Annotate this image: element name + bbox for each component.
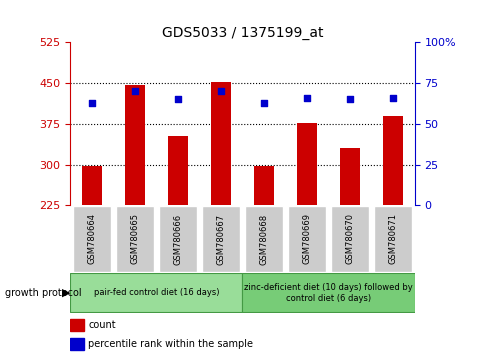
Bar [82,166,101,205]
Text: zinc-deficient diet (10 days) followed by
control diet (6 days): zinc-deficient diet (10 days) followed b… [244,283,412,303]
FancyBboxPatch shape [73,206,110,272]
Bar [168,136,187,205]
Bar [70,319,83,331]
FancyBboxPatch shape [70,273,242,313]
Bar [254,166,273,205]
Bar [297,123,316,205]
Text: GSM780667: GSM780667 [216,213,225,264]
FancyBboxPatch shape [374,206,411,272]
FancyBboxPatch shape [244,206,282,272]
Text: ▶: ▶ [62,288,71,298]
Point [174,97,182,102]
Bar [383,116,402,205]
FancyBboxPatch shape [287,206,325,272]
Text: GSM780665: GSM780665 [130,213,139,264]
Text: GSM780668: GSM780668 [259,213,268,264]
Text: GSM780666: GSM780666 [173,213,182,264]
Title: GDS5033 / 1375199_at: GDS5033 / 1375199_at [162,26,322,40]
FancyBboxPatch shape [159,206,197,272]
Text: percentile rank within the sample: percentile rank within the sample [88,339,253,349]
Text: GSM780671: GSM780671 [388,213,397,264]
Text: pair-fed control diet (16 days): pair-fed control diet (16 days) [93,289,219,297]
FancyBboxPatch shape [242,273,414,313]
Bar [211,81,230,205]
Text: growth protocol: growth protocol [5,288,81,298]
Point [131,88,138,94]
Point [346,97,353,102]
Text: GSM780664: GSM780664 [87,213,96,264]
Text: GSM780670: GSM780670 [345,213,354,264]
FancyBboxPatch shape [331,206,368,272]
FancyBboxPatch shape [202,206,240,272]
Text: GSM780669: GSM780669 [302,213,311,264]
Point [302,95,310,101]
Point [217,88,225,94]
FancyBboxPatch shape [116,206,153,272]
Bar [125,85,144,205]
Bar [70,338,83,350]
Point [259,100,267,105]
Bar [340,148,359,205]
Text: count: count [88,320,116,330]
Point [389,95,396,101]
Point [88,100,95,105]
